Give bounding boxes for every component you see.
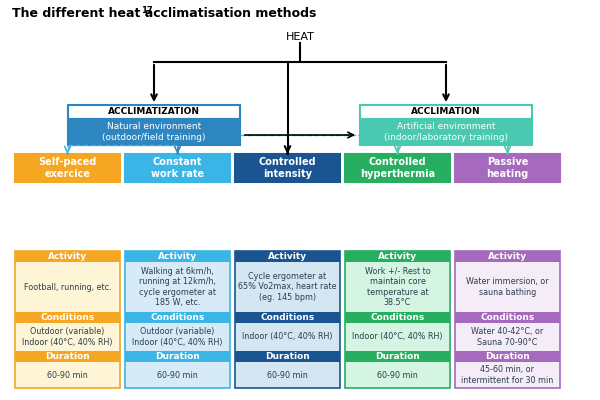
FancyBboxPatch shape — [235, 312, 340, 323]
Text: Activity: Activity — [48, 252, 87, 261]
Text: 60-90 min: 60-90 min — [377, 370, 418, 380]
Text: ACCLIMATIZATION: ACCLIMATIZATION — [108, 108, 200, 116]
Text: 60-90 min: 60-90 min — [157, 370, 198, 380]
Text: Activity: Activity — [378, 252, 417, 261]
FancyBboxPatch shape — [235, 154, 340, 182]
FancyBboxPatch shape — [15, 351, 120, 362]
Text: Duration: Duration — [265, 352, 310, 361]
Text: Duration: Duration — [45, 352, 90, 361]
Text: 60-90 min: 60-90 min — [267, 370, 308, 380]
Text: The different heat acclimatisation methods: The different heat acclimatisation metho… — [12, 7, 316, 20]
FancyBboxPatch shape — [360, 119, 532, 145]
Text: Conditions: Conditions — [260, 313, 314, 322]
Text: Walking at 6km/h,
running at 12km/h,
cycle ergometer at
185 W, etc.: Walking at 6km/h, running at 12km/h, cyc… — [139, 267, 216, 307]
Text: Football, running, etc.: Football, running, etc. — [23, 282, 112, 292]
FancyBboxPatch shape — [455, 154, 560, 182]
FancyBboxPatch shape — [345, 154, 450, 182]
Text: Conditions: Conditions — [370, 313, 425, 322]
FancyBboxPatch shape — [125, 312, 230, 323]
FancyBboxPatch shape — [68, 119, 240, 145]
Text: Water 40-42°C, or
Sauna 70-90°C: Water 40-42°C, or Sauna 70-90°C — [472, 327, 544, 347]
FancyBboxPatch shape — [15, 312, 120, 323]
FancyBboxPatch shape — [360, 105, 532, 119]
FancyBboxPatch shape — [125, 351, 230, 362]
FancyBboxPatch shape — [345, 251, 450, 388]
Text: Outdoor (variable)
Indoor (40°C, 40% RH): Outdoor (variable) Indoor (40°C, 40% RH) — [132, 327, 223, 347]
Text: Cycle ergometer at
65% Vo2max, heart rate
(eg. 145 bpm): Cycle ergometer at 65% Vo2max, heart rat… — [238, 272, 337, 302]
Text: HEAT: HEAT — [286, 32, 314, 42]
FancyBboxPatch shape — [455, 312, 560, 323]
FancyBboxPatch shape — [345, 312, 450, 323]
Text: Activity: Activity — [158, 252, 197, 261]
Text: 60-90 min: 60-90 min — [47, 370, 88, 380]
Text: 45-60 min, or
intermittent for 30 min: 45-60 min, or intermittent for 30 min — [461, 365, 554, 385]
FancyBboxPatch shape — [345, 251, 450, 262]
Text: Natural environment
(outdoor/field training): Natural environment (outdoor/field train… — [102, 122, 206, 142]
Text: Artificial environment
(indoor/laboratory training): Artificial environment (indoor/laborator… — [384, 122, 508, 142]
Text: Conditions: Conditions — [151, 313, 205, 322]
FancyBboxPatch shape — [125, 251, 230, 262]
Text: Indoor (40°C, 40% RH): Indoor (40°C, 40% RH) — [352, 332, 443, 342]
FancyBboxPatch shape — [235, 251, 340, 262]
Text: Activity: Activity — [488, 252, 527, 261]
Text: Work +/- Rest to
maintain core
temperature at
38.5°C: Work +/- Rest to maintain core temperatu… — [365, 267, 430, 307]
Text: Duration: Duration — [485, 352, 530, 361]
FancyBboxPatch shape — [125, 154, 230, 182]
Text: Outdoor (variable)
Indoor (40°C, 40% RH): Outdoor (variable) Indoor (40°C, 40% RH) — [22, 327, 113, 347]
FancyBboxPatch shape — [455, 351, 560, 362]
FancyBboxPatch shape — [15, 251, 120, 262]
Text: Controlled
hyperthermia: Controlled hyperthermia — [360, 157, 435, 179]
Text: Indoor (40°C, 40% RH): Indoor (40°C, 40% RH) — [242, 332, 333, 342]
Text: ACCLIMATION: ACCLIMATION — [411, 108, 481, 116]
FancyBboxPatch shape — [455, 251, 560, 262]
FancyBboxPatch shape — [455, 251, 560, 388]
FancyBboxPatch shape — [15, 154, 120, 182]
Text: Conditions: Conditions — [481, 313, 535, 322]
FancyBboxPatch shape — [235, 351, 340, 362]
Text: Water immersion, or
sauna bathing: Water immersion, or sauna bathing — [466, 277, 549, 297]
FancyBboxPatch shape — [345, 351, 450, 362]
Text: 17: 17 — [142, 6, 153, 15]
Text: Activity: Activity — [268, 252, 307, 261]
Text: Constant
work rate: Constant work rate — [151, 157, 204, 179]
Text: Duration: Duration — [375, 352, 420, 361]
Text: Self-paced
exercice: Self-paced exercice — [38, 157, 97, 179]
Text: Conditions: Conditions — [40, 313, 95, 322]
FancyBboxPatch shape — [15, 251, 120, 388]
Text: Duration: Duration — [155, 352, 200, 361]
Text: Passive
heating: Passive heating — [487, 157, 529, 179]
FancyBboxPatch shape — [235, 251, 340, 388]
FancyBboxPatch shape — [125, 251, 230, 388]
FancyBboxPatch shape — [68, 105, 240, 119]
Text: Controlled
intensity: Controlled intensity — [259, 157, 316, 179]
